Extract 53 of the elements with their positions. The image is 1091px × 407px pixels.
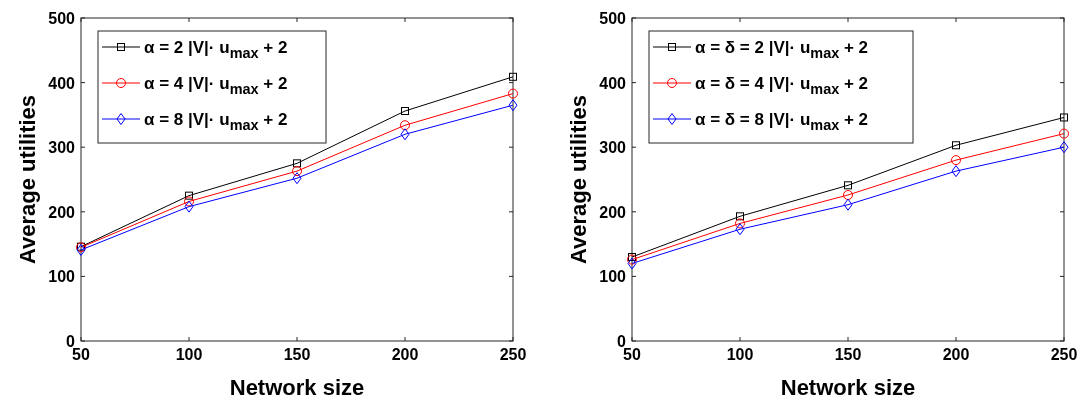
point bbox=[400, 128, 410, 141]
point bbox=[735, 218, 745, 229]
legend-label: α = 2 |V|· u$_{max}$ + 2 bbox=[144, 38, 288, 61]
point bbox=[184, 200, 194, 213]
y-tick-label: 200 bbox=[599, 203, 627, 221]
point bbox=[951, 155, 961, 166]
legend-label: α = 8 |V|· u$_{max}$ + 2 bbox=[144, 110, 288, 133]
point bbox=[1059, 128, 1069, 139]
y-tick-label: 300 bbox=[599, 139, 627, 157]
legend-label: α = δ = 8 |V|· u$_{max}$ + 2 bbox=[695, 110, 869, 133]
y-tick-label: 300 bbox=[48, 139, 76, 157]
x-tick-label: 150 bbox=[834, 346, 862, 363]
point bbox=[736, 212, 744, 221]
legend-label: α = δ = 2 |V|· u$_{max}$ + 2 bbox=[695, 38, 869, 61]
point bbox=[508, 99, 518, 112]
legend-label: α = 4 |V|· u$_{max}$ + 2 bbox=[144, 74, 288, 97]
point bbox=[627, 257, 637, 270]
y-axis-title: Average utilities bbox=[566, 94, 591, 265]
point bbox=[844, 181, 852, 190]
y-tick-label: 500 bbox=[48, 10, 76, 27]
point bbox=[952, 141, 960, 150]
point bbox=[292, 166, 302, 177]
point bbox=[1060, 113, 1068, 122]
y-tick-label: 100 bbox=[599, 268, 627, 286]
x-tick-label: 250 bbox=[1050, 346, 1078, 363]
x-tick-label: 100 bbox=[175, 346, 203, 363]
point bbox=[1059, 141, 1069, 154]
point bbox=[509, 72, 517, 81]
point bbox=[735, 223, 745, 236]
point bbox=[292, 172, 302, 185]
y-tick-label: 400 bbox=[599, 74, 627, 92]
x-axis-title: Network size bbox=[229, 375, 365, 400]
x-tick-label: 200 bbox=[942, 346, 970, 363]
point bbox=[843, 198, 853, 211]
point bbox=[184, 196, 194, 207]
y-tick-label: 400 bbox=[48, 74, 76, 92]
legend-label: α = δ = 4 |V|· u$_{max}$ + 2 bbox=[695, 74, 869, 97]
y-tick-label: 500 bbox=[599, 10, 627, 27]
point bbox=[400, 120, 410, 131]
x-axis-title: Network size bbox=[780, 375, 916, 400]
y-axis-title: Average utilities bbox=[15, 94, 40, 265]
point bbox=[951, 165, 961, 178]
x-tick-label: 150 bbox=[283, 346, 311, 363]
point bbox=[185, 191, 193, 200]
x-tick-label: 100 bbox=[726, 346, 754, 363]
x-tick-label: 250 bbox=[499, 346, 527, 363]
x-tick-label: 200 bbox=[391, 346, 419, 363]
point bbox=[843, 190, 853, 200]
point bbox=[401, 107, 409, 116]
y-tick-label: 100 bbox=[48, 268, 76, 286]
point bbox=[293, 159, 301, 168]
y-tick-label: 200 bbox=[48, 203, 76, 221]
point bbox=[508, 88, 518, 99]
